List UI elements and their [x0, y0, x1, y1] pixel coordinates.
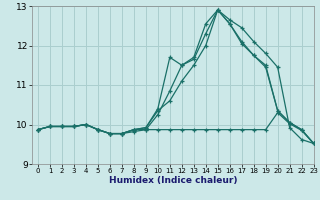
X-axis label: Humidex (Indice chaleur): Humidex (Indice chaleur) [108, 176, 237, 185]
